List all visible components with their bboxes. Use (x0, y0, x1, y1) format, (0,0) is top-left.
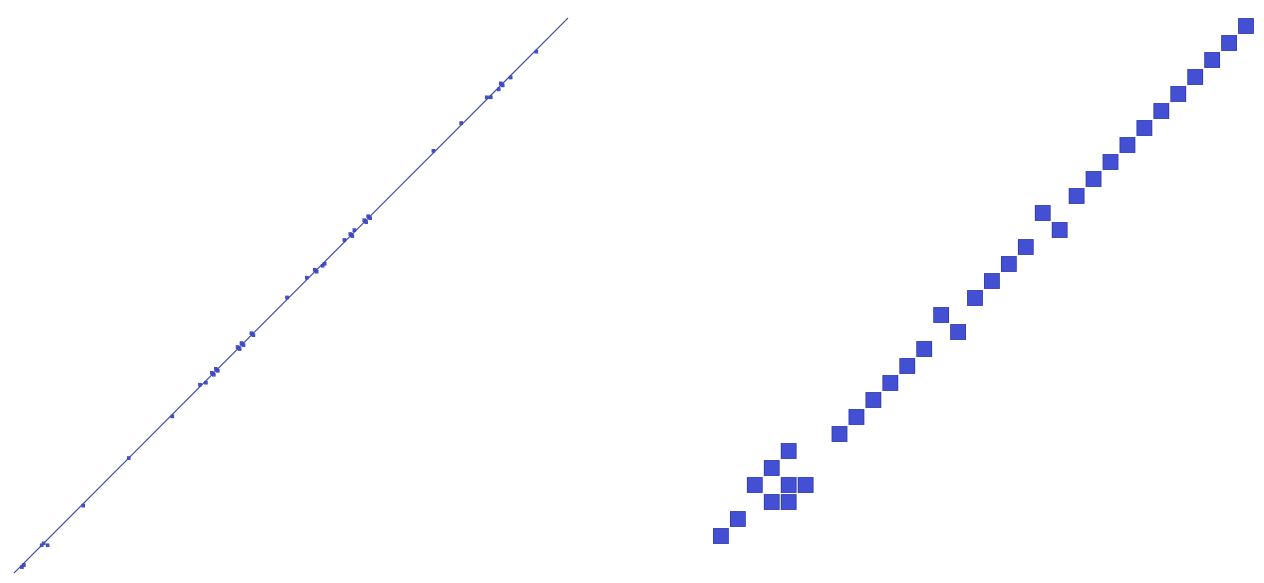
data-point (485, 95, 489, 100)
data-point (780, 477, 797, 493)
data-point (1034, 205, 1051, 221)
data-point (1051, 222, 1068, 238)
data-point (1187, 69, 1204, 85)
data-point (368, 216, 372, 221)
data-point (1221, 35, 1237, 51)
data-point (984, 273, 1000, 289)
data-point (251, 333, 256, 337)
data-point (713, 528, 729, 544)
data-point (81, 503, 86, 508)
data-point (322, 261, 327, 266)
data-point (882, 375, 899, 391)
data-point (534, 49, 539, 54)
scatter-plot-right (713, 18, 1254, 544)
data-point (500, 83, 505, 88)
data-point (1102, 154, 1119, 170)
data-point (285, 295, 289, 300)
data-point (235, 345, 240, 349)
data-point (237, 347, 242, 351)
data-point (729, 511, 746, 527)
data-point (210, 371, 214, 375)
data-point (352, 228, 357, 232)
data-point (933, 307, 950, 323)
data-point (508, 75, 513, 80)
data-point (498, 81, 503, 86)
data-point (496, 87, 501, 92)
data-point (763, 460, 780, 476)
data-point (366, 214, 370, 219)
data-point (1238, 18, 1254, 34)
data-point (364, 220, 368, 224)
data-point (1153, 103, 1170, 119)
diagonal-line (13, 17, 569, 574)
data-point (20, 565, 24, 569)
data-point (305, 275, 309, 280)
data-point (126, 456, 131, 460)
data-point (204, 380, 208, 385)
data-point (950, 324, 966, 340)
data-point (459, 121, 463, 125)
data-point (22, 563, 26, 567)
data-point (780, 443, 797, 459)
data-point (967, 290, 983, 306)
data-point (831, 426, 848, 442)
data-point (350, 234, 355, 238)
data-point (241, 343, 246, 347)
data-point (362, 218, 367, 222)
data-point (763, 494, 780, 510)
data-point (865, 392, 882, 408)
data-point (320, 263, 325, 268)
scatter-plot-left (13, 17, 569, 574)
data-point (41, 541, 46, 546)
data-point (45, 543, 50, 548)
data-point (431, 148, 436, 153)
data-point (1085, 171, 1102, 187)
data-point (1204, 52, 1221, 68)
data-point (215, 369, 220, 373)
data-point (489, 95, 493, 100)
data-point (212, 372, 216, 377)
data-point (1068, 188, 1085, 204)
data-point (239, 341, 244, 345)
data-point (39, 543, 44, 548)
data-point (1017, 239, 1034, 255)
data-point (848, 409, 865, 425)
data-point (342, 238, 347, 242)
data-point (348, 232, 353, 236)
data-point (746, 477, 763, 493)
data-point (249, 331, 254, 335)
data-point (780, 494, 797, 510)
data-point (170, 414, 175, 419)
data-point (1136, 120, 1153, 136)
data-point (1000, 256, 1017, 272)
data-point (1119, 137, 1136, 153)
data-point (198, 382, 202, 387)
data-point (797, 477, 814, 493)
data-point (1170, 86, 1187, 102)
data-point (899, 358, 916, 374)
data-point (314, 269, 319, 274)
data-point (312, 267, 317, 272)
data-point (214, 367, 218, 371)
data-point (916, 341, 933, 357)
